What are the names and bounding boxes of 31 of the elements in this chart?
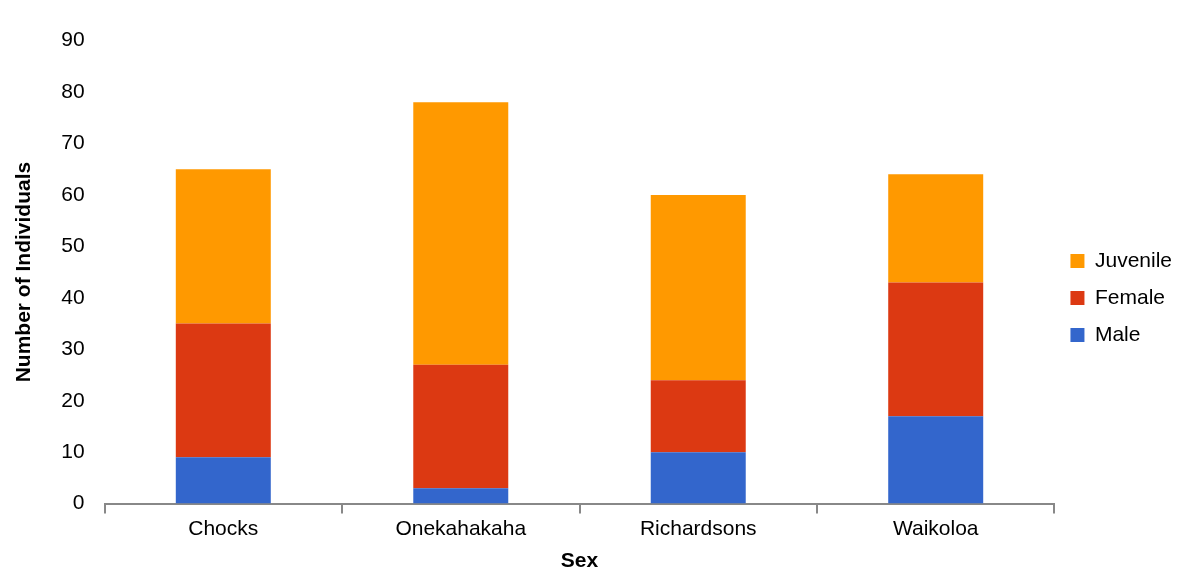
bar (888, 416, 984, 504)
legend-label: Male (1094, 321, 1141, 345)
y-tick-label: 50 (61, 233, 85, 257)
x-tick-label: Richardsons (639, 516, 757, 539)
y-axis-title: Number of Individuals (11, 161, 35, 383)
y-tick-label: 20 (61, 387, 85, 411)
y-tick-label: 80 (61, 78, 85, 102)
bar (650, 194, 746, 381)
y-tick-label: 90 (61, 27, 85, 51)
bar (888, 174, 984, 283)
x-tick-label: Chocks (188, 516, 259, 539)
x-axis-title: Sex (560, 548, 599, 572)
bar (175, 323, 271, 458)
y-tick-label: 60 (61, 181, 85, 205)
bar (888, 282, 984, 417)
bar (413, 364, 509, 489)
bar (413, 488, 509, 504)
x-tick-label: Onekahakaha (395, 516, 527, 539)
bar (413, 102, 509, 365)
x-tick-label: Waikoloa (892, 516, 979, 539)
y-tick-label: 0 (72, 490, 85, 514)
bar (650, 380, 746, 453)
y-tick-label: 10 (61, 438, 85, 462)
y-tick-label: 40 (61, 284, 85, 308)
bar (175, 169, 271, 324)
y-tick-label: 30 (61, 336, 85, 360)
y-tick-label: 70 (61, 130, 85, 154)
legend-label: Juvenile (1094, 247, 1173, 271)
legend-label: Female (1094, 284, 1165, 308)
bar (650, 452, 746, 504)
bar (175, 457, 271, 504)
